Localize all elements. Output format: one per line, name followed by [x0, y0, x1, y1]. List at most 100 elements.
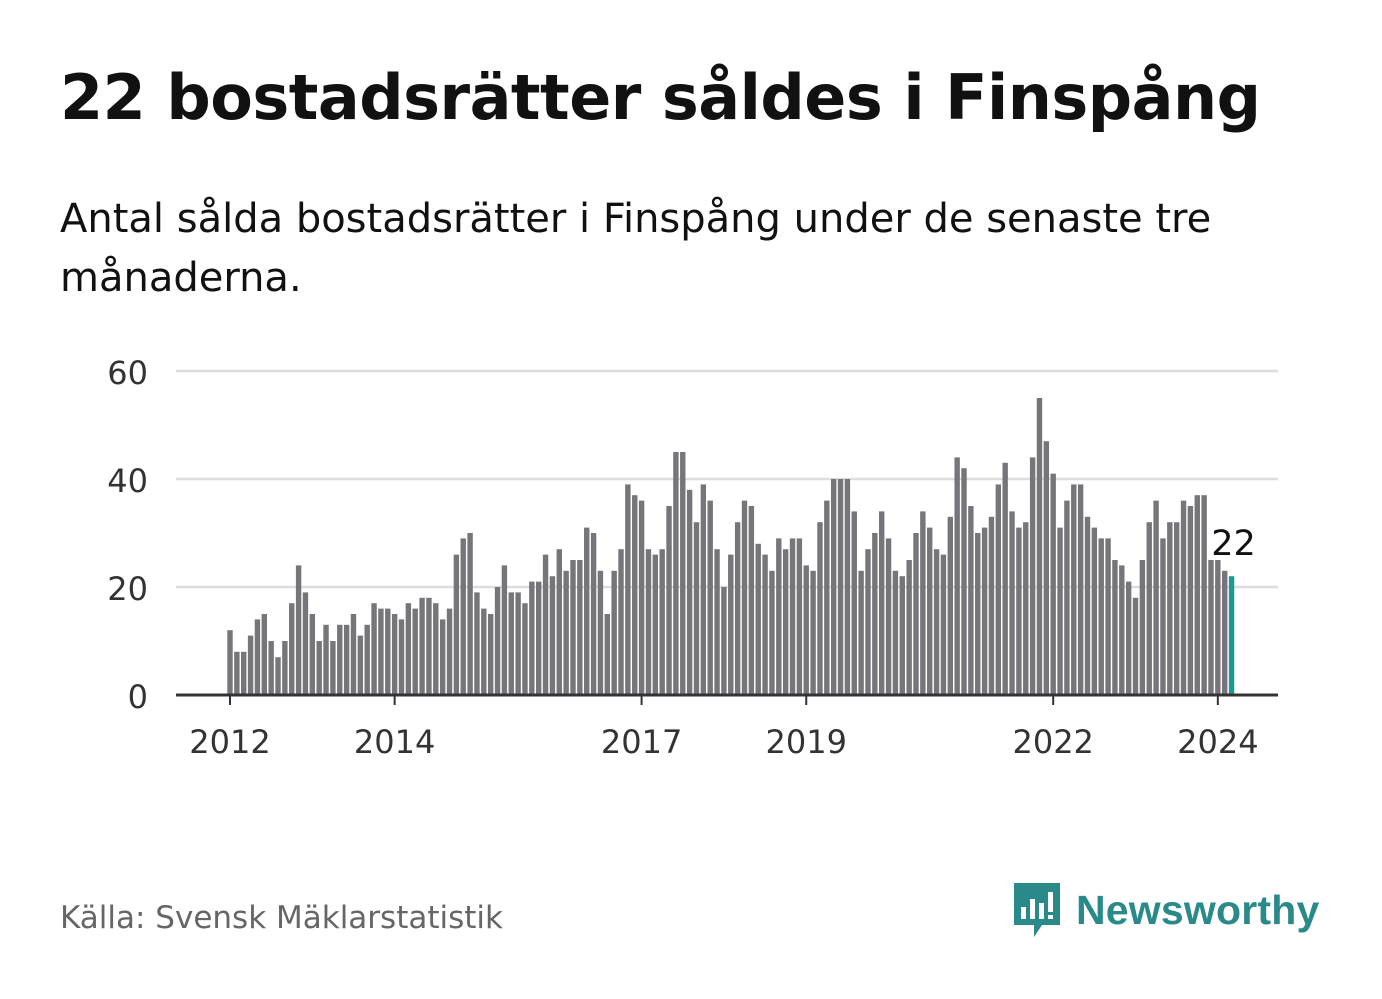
bar — [309, 614, 316, 695]
bar — [1002, 462, 1008, 695]
bar-highlight — [1228, 576, 1235, 695]
bar — [968, 506, 974, 695]
bar — [995, 484, 1002, 695]
bar — [632, 495, 638, 695]
bar — [536, 581, 542, 695]
bar — [330, 641, 336, 695]
bar — [481, 608, 487, 695]
bar — [975, 533, 981, 695]
bar — [1036, 398, 1043, 695]
bar — [796, 538, 803, 695]
bar — [741, 500, 748, 695]
bar — [1057, 527, 1063, 695]
bar — [515, 592, 521, 695]
bar — [350, 614, 357, 695]
bar — [693, 522, 700, 695]
bar — [1023, 522, 1029, 695]
axes: 0 20 40 60 2012 2014 2017 2019 2022 2024 — [107, 354, 1278, 761]
bar — [289, 603, 295, 695]
bar — [707, 500, 713, 695]
bar — [638, 500, 645, 695]
bar — [371, 603, 377, 695]
bar — [762, 554, 768, 695]
bar — [1201, 495, 1207, 695]
bar — [837, 479, 844, 695]
bar — [1173, 522, 1180, 695]
bar — [508, 592, 514, 695]
bar — [1153, 500, 1159, 695]
bar — [398, 619, 405, 695]
bar — [549, 576, 556, 695]
bar — [1146, 522, 1152, 695]
bar — [810, 570, 816, 695]
x-tick-label: 2024 — [1177, 723, 1258, 761]
bar — [851, 511, 857, 695]
bar — [590, 533, 597, 695]
bar — [1084, 516, 1091, 695]
bar — [666, 506, 672, 695]
bar — [227, 630, 233, 695]
bar — [1167, 522, 1173, 695]
bar — [433, 603, 439, 695]
bar — [542, 554, 549, 695]
bar — [844, 479, 851, 695]
bar — [782, 549, 789, 695]
x-tick-label: 2022 — [1012, 723, 1093, 761]
bar — [776, 538, 782, 695]
bar — [755, 543, 761, 695]
bar — [920, 511, 926, 695]
bar — [302, 592, 309, 695]
bar — [625, 484, 631, 695]
bar — [439, 619, 446, 695]
bar — [645, 549, 652, 695]
bar — [769, 570, 775, 695]
bar — [494, 587, 501, 695]
bar — [385, 608, 391, 695]
bar — [1064, 500, 1070, 695]
brand-logo[interactable]: Newsworthy — [1010, 878, 1320, 942]
bar — [426, 597, 432, 695]
bar — [474, 592, 480, 695]
source-note: Källa: Svensk Mäklarstatistik — [60, 900, 503, 936]
bar — [1043, 441, 1050, 695]
bar — [858, 570, 864, 695]
bar — [961, 468, 967, 695]
bar — [446, 608, 453, 695]
chart-subtitle: Antal sålda bostadsrätter i Finspång und… — [60, 196, 1212, 301]
bar-chart: 0 20 40 60 2012 2014 2017 2019 2022 2024 22 — [107, 354, 1278, 761]
bar — [391, 614, 398, 695]
annotations: 22 — [1208, 521, 1260, 568]
bar — [584, 527, 590, 695]
bar — [529, 581, 535, 695]
bar — [611, 570, 617, 695]
bar — [988, 516, 995, 695]
bar — [721, 587, 727, 695]
bar — [563, 570, 569, 695]
bar — [734, 522, 741, 695]
y-tick-label: 60 — [107, 354, 148, 392]
bar — [282, 641, 288, 695]
bar — [405, 603, 412, 695]
bar — [1091, 527, 1098, 695]
bar — [1180, 500, 1187, 695]
bar — [1222, 570, 1228, 695]
bar — [460, 538, 466, 695]
bar — [618, 549, 624, 695]
bar — [241, 651, 247, 695]
bar — [295, 565, 302, 695]
bar — [700, 484, 707, 695]
bar — [803, 565, 809, 695]
bar — [865, 549, 871, 695]
bar — [1139, 560, 1146, 695]
value-annotation: 22 — [1211, 524, 1256, 564]
bar — [467, 533, 473, 695]
bar — [1077, 484, 1084, 695]
bar — [824, 500, 830, 695]
bar — [357, 635, 364, 695]
bar — [254, 619, 261, 695]
bar — [337, 624, 343, 695]
bar — [1215, 560, 1221, 695]
bar — [247, 635, 254, 695]
bar — [1194, 495, 1200, 695]
bar — [1187, 506, 1194, 695]
